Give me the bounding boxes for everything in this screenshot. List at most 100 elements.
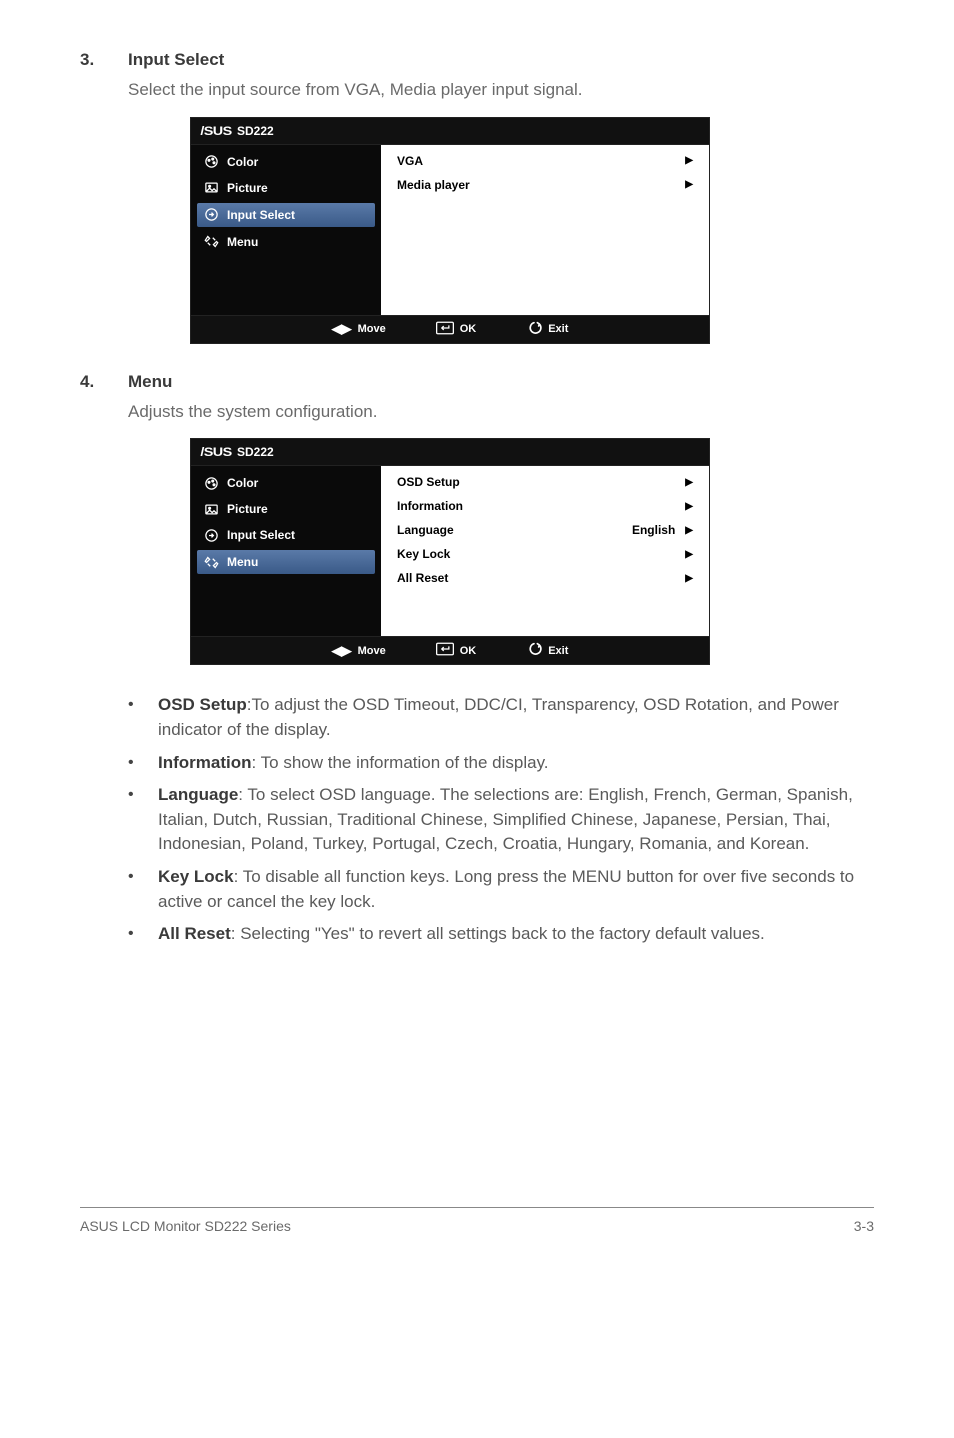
section-title: Input Select xyxy=(128,50,224,70)
bullet-text: : To show the information of the display… xyxy=(252,753,549,772)
option-value: English xyxy=(632,523,675,537)
page-footer: ASUS LCD Monitor SD222 Series 3-3 xyxy=(80,1207,874,1234)
menu-picture[interactable]: Picture xyxy=(191,175,381,201)
option-label: All Reset xyxy=(397,571,685,585)
bullet-list: • OSD Setup:To adjust the OSD Timeout, D… xyxy=(128,693,874,947)
option-label: OSD Setup xyxy=(397,475,685,489)
menu-label: Input Select xyxy=(227,208,295,222)
menu-input-select[interactable]: Input Select xyxy=(197,203,375,227)
palette-icon xyxy=(203,154,219,170)
bullet-icon: • xyxy=(128,751,158,776)
input-icon xyxy=(203,527,219,543)
menu-label: Menu xyxy=(227,235,258,249)
chevron-right-icon: ▶ xyxy=(685,549,693,560)
footer-move: ◀▶ Move xyxy=(332,321,386,337)
menu-label: Picture xyxy=(227,502,268,516)
osd-footer: ◀▶ Move OK Exit xyxy=(191,315,709,343)
option-vga[interactable]: VGA ▶ xyxy=(381,149,709,173)
chevron-right-icon: ▶ xyxy=(685,477,693,488)
osd-footer: ◀▶ Move OK Exit xyxy=(191,636,709,664)
osd-left-menu: Color Picture Input Select xyxy=(191,145,381,315)
menu-color[interactable]: Color xyxy=(191,149,381,175)
tools-icon xyxy=(203,234,219,250)
bullet-bold: Key Lock xyxy=(158,867,234,886)
footer-label: Move xyxy=(358,323,386,335)
option-language[interactable]: Language English ▶ xyxy=(381,518,709,542)
footer-ok: OK xyxy=(436,642,477,659)
move-icon: ◀▶ xyxy=(332,643,352,659)
bullet-bold: OSD Setup xyxy=(158,695,247,714)
menu-label: Color xyxy=(227,476,258,490)
osd-right-panel: VGA ▶ Media player ▶ xyxy=(381,145,709,315)
chevron-right-icon: ▶ xyxy=(685,155,693,166)
bullet-icon: • xyxy=(128,693,158,742)
footer-ok: OK xyxy=(436,321,477,338)
osd-titlebar: /SUS SD222 xyxy=(191,439,709,466)
bullet-text: : To disable all function keys. Long pre… xyxy=(158,867,854,911)
option-media-player[interactable]: Media player ▶ xyxy=(381,173,709,197)
option-label: Information xyxy=(397,499,685,513)
list-item: • OSD Setup:To adjust the OSD Timeout, D… xyxy=(128,693,874,742)
osd-panel-input-select: /SUS SD222 Color Picture xyxy=(190,117,710,344)
image-icon xyxy=(203,180,219,196)
section-desc: Adjusts the system configuration. xyxy=(128,400,874,425)
footer-label: Exit xyxy=(548,323,568,335)
tools-icon xyxy=(203,554,219,570)
option-key-lock[interactable]: Key Lock ▶ xyxy=(381,542,709,566)
image-icon xyxy=(203,501,219,517)
list-item: • Information: To show the information o… xyxy=(128,751,874,776)
option-label: Key Lock xyxy=(397,547,685,561)
footer-right: 3-3 xyxy=(854,1218,874,1234)
osd-model: SD222 xyxy=(237,445,274,459)
footer-label: OK xyxy=(460,323,477,335)
chevron-right-icon: ▶ xyxy=(685,179,693,190)
menu-label: Menu xyxy=(227,555,258,569)
osd-model: SD222 xyxy=(237,124,274,138)
section-desc: Select the input source from VGA, Media … xyxy=(128,78,874,103)
palette-icon xyxy=(203,475,219,491)
osd-panel-menu: /SUS SD222 Color Picture xyxy=(190,438,710,665)
footer-exit: Exit xyxy=(526,321,568,338)
footer-exit: Exit xyxy=(526,642,568,659)
list-item: • Language: To select OSD language. The … xyxy=(128,783,874,857)
option-label: Language xyxy=(397,523,632,537)
footer-label: Exit xyxy=(548,645,568,657)
option-osd-setup[interactable]: OSD Setup ▶ xyxy=(381,470,709,494)
bullet-bold: Language xyxy=(158,785,238,804)
menu-label: Input Select xyxy=(227,528,295,542)
return-icon xyxy=(526,642,542,659)
bullet-bold: Information xyxy=(158,753,252,772)
footer-label: OK xyxy=(460,645,477,657)
footer-left: ASUS LCD Monitor SD222 Series xyxy=(80,1218,291,1234)
option-information[interactable]: Information ▶ xyxy=(381,494,709,518)
menu-menu[interactable]: Menu xyxy=(191,229,381,255)
option-label: Media player xyxy=(397,178,685,192)
menu-input-select[interactable]: Input Select xyxy=(191,522,381,548)
asus-logo: /SUS xyxy=(200,124,231,138)
menu-menu[interactable]: Menu xyxy=(197,550,375,574)
bullet-text: : Selecting "Yes" to revert all settings… xyxy=(231,924,765,943)
bullet-text: :To adjust the OSD Timeout, DDC/CI, Tran… xyxy=(158,695,839,739)
section-input-select: 3. Input Select Select the input source … xyxy=(80,50,874,344)
chevron-right-icon: ▶ xyxy=(685,573,693,584)
chevron-right-icon: ▶ xyxy=(685,525,693,536)
option-all-reset[interactable]: All Reset ▶ xyxy=(381,566,709,590)
menu-label: Color xyxy=(227,155,258,169)
section-menu: 4. Menu Adjusts the system configuration… xyxy=(80,372,874,666)
list-item: • Key Lock: To disable all function keys… xyxy=(128,865,874,914)
osd-titlebar: /SUS SD222 xyxy=(191,118,709,145)
bullet-icon: • xyxy=(128,783,158,857)
menu-color[interactable]: Color xyxy=(191,470,381,496)
return-icon xyxy=(526,321,542,338)
menu-label: Picture xyxy=(227,181,268,195)
footer-label: Move xyxy=(358,645,386,657)
menu-picture[interactable]: Picture xyxy=(191,496,381,522)
section-title: Menu xyxy=(128,372,172,392)
option-label: VGA xyxy=(397,154,685,168)
bullet-icon: • xyxy=(128,865,158,914)
asus-logo: /SUS xyxy=(200,445,231,459)
section-number: 4. xyxy=(80,372,128,392)
list-item: • All Reset: Selecting "Yes" to revert a… xyxy=(128,922,874,947)
input-icon xyxy=(203,207,219,223)
footer-move: ◀▶ Move xyxy=(332,643,386,659)
